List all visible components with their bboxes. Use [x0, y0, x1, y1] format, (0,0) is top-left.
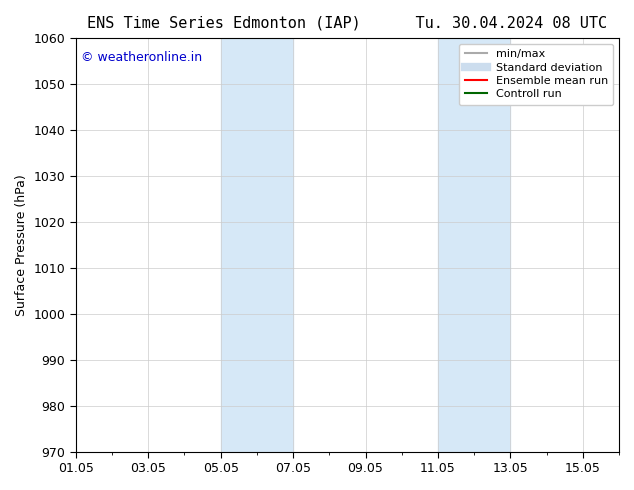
Legend: min/max, Standard deviation, Ensemble mean run, Controll run: min/max, Standard deviation, Ensemble me… — [459, 44, 614, 105]
Bar — [221, 38, 293, 452]
Bar — [438, 38, 510, 452]
Title: ENS Time Series Edmonton (IAP)      Tu. 30.04.2024 08 UTC: ENS Time Series Edmonton (IAP) Tu. 30.04… — [87, 15, 607, 30]
Text: © weatheronline.in: © weatheronline.in — [81, 50, 202, 64]
Y-axis label: Surface Pressure (hPa): Surface Pressure (hPa) — [15, 174, 28, 316]
